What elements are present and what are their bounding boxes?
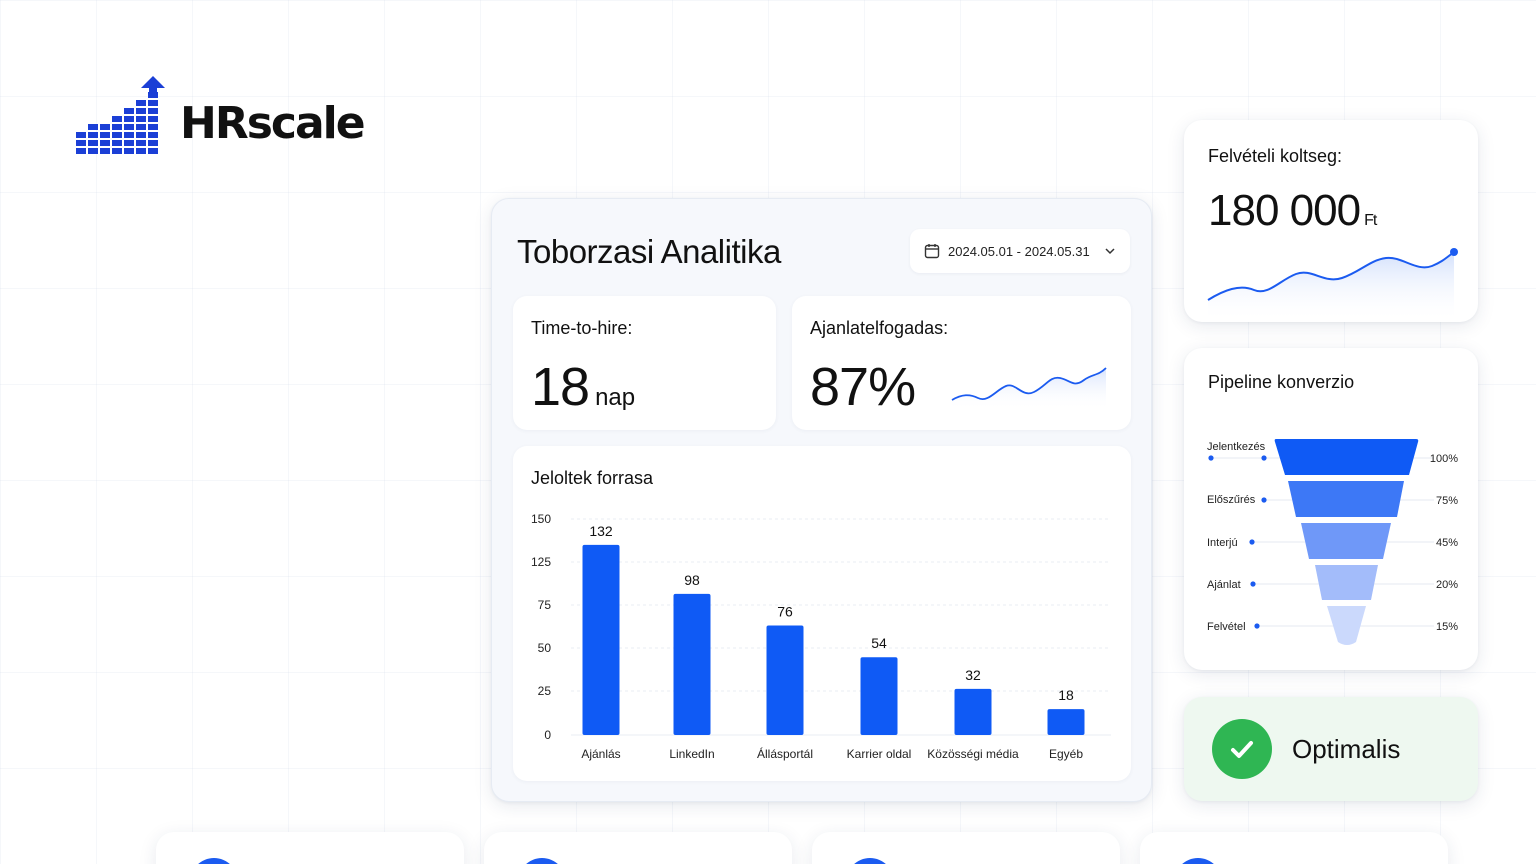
stage-percent: 15% bbox=[1436, 621, 1458, 633]
candidate-sources-card: Jeloltek forrasa 0 25 50 75 125 150 132 Ajánlás… bbox=[513, 446, 1131, 781]
hiring-cost-label: Felvételi koltseg: bbox=[1208, 146, 1343, 166]
hiring-cost-trend-line bbox=[1207, 248, 1458, 322]
candidate-sources-bar-chart: 0 25 50 75 125 150 132 Ajánlás 98 LinkedIn 76 Állás… bbox=[531, 512, 1111, 761]
y-tick-label: 25 bbox=[538, 684, 552, 698]
brand-logo: HRscale bbox=[76, 76, 366, 154]
time-to-hire-unit: nap bbox=[595, 384, 636, 411]
offer-acceptance-label: Ajanlatelfogadas: bbox=[810, 318, 949, 338]
bar bbox=[954, 688, 992, 735]
bar-value-label: 18 bbox=[1058, 687, 1074, 703]
offer-acceptance-card: Ajanlatelfogadas: 87% bbox=[792, 296, 1131, 430]
bar bbox=[766, 625, 804, 735]
y-tick-label: 50 bbox=[538, 641, 552, 655]
bar-chart-arrow-logo-icon bbox=[76, 76, 165, 154]
pipeline-funnel: Jelentkezés Előszűrés Interjú Ajánlat Fe… bbox=[1207, 439, 1458, 645]
x-category-label: Közösségi média bbox=[927, 747, 1019, 761]
hiring-cost-number: 180 000 bbox=[1208, 186, 1361, 235]
funnel-stage-1 bbox=[1274, 439, 1419, 475]
date-range-picker[interactable]: 2024.05.01 - 2024.05.31 bbox=[910, 229, 1130, 273]
page-title: Toborzasi Analitika bbox=[517, 233, 781, 270]
time-to-hire-card: Time-to-hire: 18 nap bbox=[513, 296, 776, 430]
check-icon bbox=[1212, 719, 1272, 779]
stage-percent: 45% bbox=[1436, 537, 1458, 549]
x-category-label: Állásportál bbox=[757, 746, 813, 761]
bar bbox=[1047, 709, 1085, 735]
hiring-cost-unit: Ft bbox=[1364, 212, 1377, 229]
bar-value-label: 32 bbox=[965, 667, 981, 683]
y-tick-label: 75 bbox=[538, 598, 552, 612]
funnel-stage-4 bbox=[1315, 565, 1378, 600]
stage-dot bbox=[1261, 455, 1267, 461]
stage-percent: 75% bbox=[1436, 495, 1458, 507]
y-tick-label: 125 bbox=[531, 555, 551, 569]
date-range-text: 2024.05.01 - 2024.05.31 bbox=[948, 243, 1090, 259]
time-to-hire-label: Time-to-hire: bbox=[531, 318, 633, 338]
x-category-label: Egyéb bbox=[1049, 747, 1083, 761]
chart-title: Jeloltek forrasa bbox=[531, 468, 654, 488]
offer-acceptance-value: 87% bbox=[810, 357, 916, 417]
bottom-card-icon bbox=[846, 858, 894, 864]
offer-acceptance-sparkline bbox=[951, 367, 1107, 410]
hiring-cost-value: 180 000 Ft bbox=[1208, 186, 1377, 236]
calendar-icon bbox=[924, 244, 940, 259]
stage-label: Előszűrés bbox=[1207, 494, 1256, 506]
bar-value-label: 98 bbox=[684, 572, 700, 588]
bottom-card-2 bbox=[484, 832, 792, 864]
funnel-stage-2 bbox=[1288, 481, 1404, 517]
bottom-card-icon bbox=[1174, 858, 1222, 864]
stage-dot bbox=[1250, 581, 1256, 587]
x-category-label: Karrier oldal bbox=[847, 747, 912, 761]
hiring-cost-card: Felvételi koltseg: 180 000 Ft bbox=[1184, 120, 1478, 322]
x-category-label: LinkedIn bbox=[669, 747, 714, 761]
stage-label: Jelentkezés bbox=[1207, 441, 1266, 453]
stage-label: Felvétel bbox=[1207, 621, 1246, 633]
trend-end-point bbox=[1450, 248, 1458, 256]
time-to-hire-number: 18 bbox=[531, 357, 590, 417]
recruitment-analytics-panel: Toborzasi Analitika 2024.05.01 - 2024.05… bbox=[491, 198, 1152, 802]
funnel-stage-3 bbox=[1301, 523, 1391, 559]
y-tick-label: 150 bbox=[531, 512, 551, 526]
bar-value-label: 54 bbox=[871, 635, 887, 651]
bottom-card-3 bbox=[812, 832, 1120, 864]
y-tick-label: 0 bbox=[544, 728, 551, 742]
funnel-stage-5 bbox=[1327, 606, 1366, 645]
stage-dot bbox=[1249, 539, 1255, 545]
x-category-label: Ajánlás bbox=[581, 747, 620, 761]
bottom-card-4 bbox=[1140, 832, 1448, 864]
bottom-card-icon bbox=[518, 858, 566, 864]
bottom-card-icon bbox=[190, 858, 238, 864]
stage-label: Ajánlat bbox=[1207, 579, 1241, 591]
brand-name: HRscale bbox=[180, 98, 366, 149]
stage-dot bbox=[1254, 623, 1260, 629]
bar-value-label: 132 bbox=[589, 523, 613, 539]
pipeline-title: Pipeline konverzio bbox=[1208, 372, 1355, 392]
bar-value-label: 76 bbox=[777, 604, 793, 620]
status-card: Optimalis bbox=[1184, 697, 1478, 801]
stage-dot bbox=[1261, 497, 1267, 503]
chevron-down-icon bbox=[1105, 248, 1115, 255]
bar bbox=[673, 593, 711, 735]
stage-label: Interjú bbox=[1207, 537, 1238, 549]
bar bbox=[860, 657, 898, 735]
time-to-hire-value: 18 nap bbox=[531, 356, 635, 418]
bar bbox=[582, 544, 620, 735]
bottom-card-1 bbox=[156, 832, 464, 864]
stage-percent: 20% bbox=[1436, 579, 1458, 591]
status-label: Optimalis bbox=[1292, 733, 1401, 764]
pipeline-conversion-card: Pipeline konverzio Jelentkezés Előszűrés… bbox=[1184, 348, 1478, 670]
stage-percent: 100% bbox=[1430, 453, 1458, 465]
stage-dot bbox=[1208, 455, 1214, 461]
